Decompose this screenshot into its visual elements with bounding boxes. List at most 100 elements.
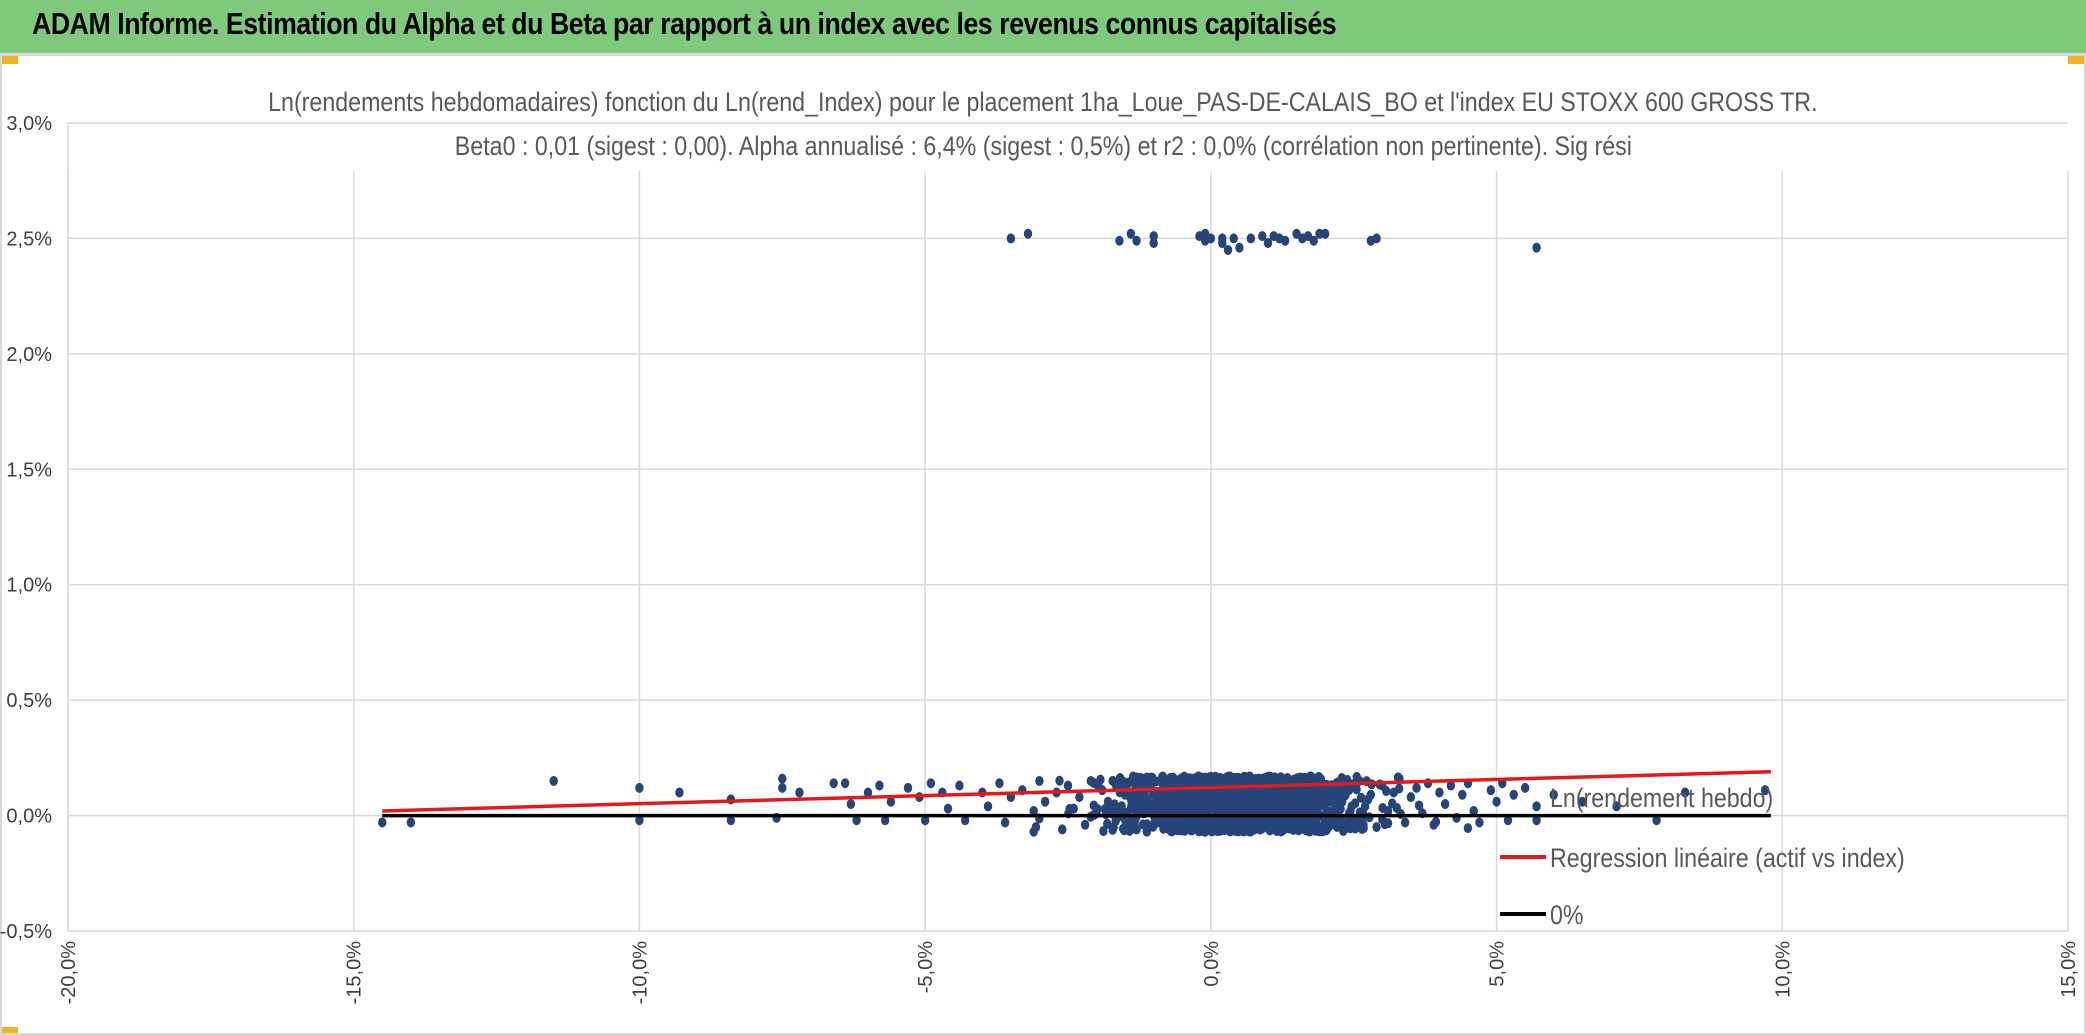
data-point bbox=[1652, 815, 1661, 826]
legend-layer: Ln(rendement hebdo) Regression linéaire (… bbox=[1500, 783, 1905, 930]
data-point bbox=[1343, 785, 1353, 796]
data-point bbox=[1172, 805, 1181, 816]
data-point bbox=[1178, 822, 1187, 833]
data-point bbox=[1320, 228, 1330, 239]
data-point bbox=[1058, 824, 1067, 835]
legend-label: Ln(rendement hebdo) bbox=[1550, 783, 1773, 813]
data-point bbox=[1218, 233, 1227, 244]
data-point bbox=[1463, 823, 1473, 834]
data-point bbox=[1109, 822, 1118, 833]
data-point bbox=[1142, 825, 1152, 836]
data-point bbox=[1246, 233, 1256, 244]
data-point bbox=[1300, 772, 1310, 783]
data-point bbox=[1318, 800, 1327, 811]
y-tick-label: 2,0% bbox=[6, 344, 52, 366]
data-point bbox=[955, 780, 964, 791]
data-point bbox=[1303, 794, 1313, 805]
data-point bbox=[635, 815, 644, 826]
x-tick-label: -15,0% bbox=[344, 941, 366, 1005]
data-point bbox=[1446, 780, 1456, 791]
data-point bbox=[1069, 803, 1078, 814]
points-layer bbox=[378, 228, 1770, 837]
data-point bbox=[1218, 824, 1227, 835]
data-point bbox=[1349, 815, 1358, 826]
data-point bbox=[1414, 800, 1424, 811]
data-point bbox=[960, 815, 970, 826]
lines-layer bbox=[382, 769, 1771, 818]
data-point bbox=[1458, 789, 1467, 800]
data-point bbox=[1281, 818, 1290, 829]
y-tick-label: -0,5% bbox=[0, 921, 52, 943]
data-point bbox=[1160, 775, 1170, 786]
data-point bbox=[1029, 805, 1038, 816]
data-point bbox=[1311, 786, 1320, 797]
data-point bbox=[1126, 228, 1136, 239]
data-point bbox=[1166, 789, 1176, 800]
data-point bbox=[1115, 778, 1124, 789]
data-point bbox=[926, 778, 936, 789]
data-point bbox=[1400, 817, 1410, 828]
bottom-left-corner-mark bbox=[0, 1027, 18, 1035]
data-point bbox=[1126, 803, 1136, 814]
data-point bbox=[1173, 775, 1182, 786]
data-point bbox=[1132, 824, 1141, 835]
data-point bbox=[1280, 235, 1290, 246]
data-point bbox=[1269, 815, 1278, 826]
data-point bbox=[1356, 792, 1366, 803]
data-point bbox=[1055, 775, 1064, 786]
data-point bbox=[1412, 782, 1421, 793]
data-point bbox=[1118, 823, 1128, 834]
data-point bbox=[846, 799, 856, 810]
data-point bbox=[1383, 818, 1393, 829]
x-tick-label: -5,0% bbox=[915, 941, 937, 993]
data-point bbox=[1138, 773, 1147, 784]
report-title: ADAM Informe. Estimation du Alpha et du … bbox=[32, 6, 1337, 41]
data-point bbox=[1239, 826, 1248, 837]
legend-label: Regression linéaire (actif vs index) bbox=[1550, 843, 1905, 873]
data-point bbox=[1096, 774, 1105, 785]
data-point bbox=[1110, 799, 1119, 810]
x-tick-label: 5,0% bbox=[1487, 941, 1509, 987]
data-point bbox=[1275, 789, 1284, 800]
data-point bbox=[1168, 826, 1177, 837]
data-point bbox=[1187, 821, 1196, 832]
data-point bbox=[1509, 789, 1518, 800]
data-point bbox=[1350, 798, 1360, 809]
data-point bbox=[1086, 775, 1096, 786]
data-point bbox=[1240, 773, 1250, 784]
data-point bbox=[1475, 817, 1484, 828]
legend-label: 0% bbox=[1550, 900, 1584, 930]
chart-frame bbox=[0, 56, 2086, 1035]
data-point bbox=[1372, 233, 1381, 244]
data-point bbox=[1486, 785, 1496, 796]
data-point bbox=[852, 815, 861, 826]
data-point bbox=[1233, 818, 1243, 829]
data-point bbox=[1291, 817, 1300, 828]
data-point bbox=[1075, 792, 1084, 803]
data-point bbox=[1532, 815, 1541, 826]
chart-title-line1-text: Ln(rendements hebdomadaires) fonction du… bbox=[263, 87, 1823, 118]
data-point bbox=[1035, 775, 1044, 786]
data-point bbox=[778, 773, 787, 784]
data-point bbox=[1309, 773, 1318, 784]
x-tick-label: 0,0% bbox=[1201, 941, 1223, 987]
data-point bbox=[1226, 824, 1236, 835]
data-point bbox=[1366, 789, 1376, 800]
data-point bbox=[1189, 794, 1198, 805]
data-point bbox=[378, 817, 387, 828]
data-point bbox=[675, 787, 684, 798]
data-point bbox=[840, 778, 850, 789]
data-point bbox=[903, 782, 913, 793]
report-banner: ADAM Informe. Estimation du Alpha et du … bbox=[0, 0, 2086, 56]
regression-line bbox=[382, 769, 1771, 813]
data-point bbox=[1232, 773, 1241, 784]
data-point bbox=[886, 796, 896, 807]
data-point bbox=[1338, 796, 1347, 807]
x-tick-label: -10,0% bbox=[629, 941, 651, 1005]
data-point bbox=[875, 780, 884, 791]
chart-title-line2-text: Beta0 : 0,01 (sigest : 0,00). Alpha annu… bbox=[449, 131, 1637, 162]
data-point bbox=[1612, 801, 1621, 812]
data-point bbox=[1149, 231, 1158, 242]
data-point bbox=[1149, 238, 1158, 249]
data-point bbox=[1389, 787, 1398, 798]
